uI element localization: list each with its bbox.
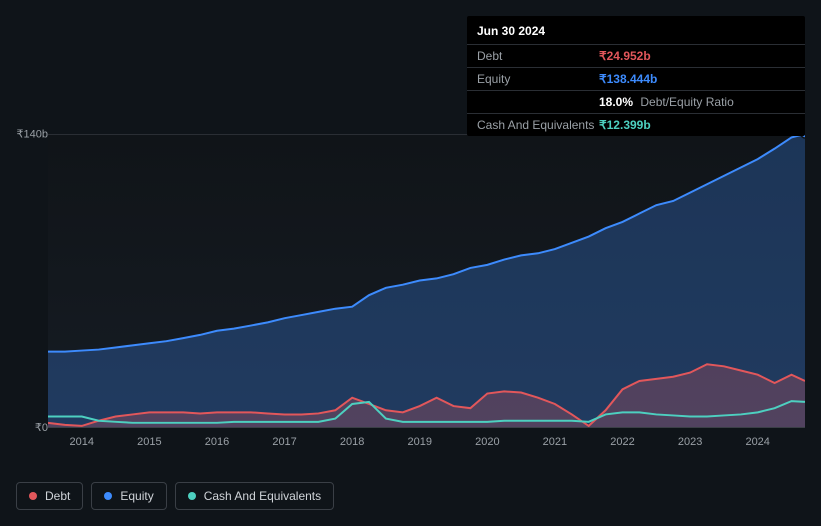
y-tick-label: ₹140b <box>17 128 48 141</box>
chart[interactable]: ₹140b ₹0 2014 2015 2016 2017 2018 2019 2020 202… <box>16 120 805 456</box>
x-tick-label: 2018 <box>340 436 364 448</box>
x-tick-label: 2023 <box>678 436 702 448</box>
legend-item-cash[interactable]: Cash And Equivalents <box>175 482 334 510</box>
x-tick-label: 2017 <box>272 436 296 448</box>
x-tick-label: 2021 <box>543 436 567 448</box>
tooltip-label: Equity <box>477 72 599 86</box>
y-axis-labels: ₹140b ₹0 <box>16 120 48 456</box>
x-tick-label: 2020 <box>475 436 499 448</box>
legend-label: Debt <box>45 489 70 503</box>
x-tick-label: 2015 <box>137 436 161 448</box>
legend-dot <box>29 492 37 500</box>
tooltip-value: ₹12.399b <box>599 118 651 132</box>
plot-area[interactable] <box>48 134 805 428</box>
tooltip-row-ratio: 18.0% Debt/Equity Ratio <box>467 90 805 113</box>
x-tick-label: 2016 <box>205 436 229 448</box>
tooltip-row-cash: Cash And Equivalents ₹12.399b <box>467 113 805 136</box>
x-axis-labels: 2014 2015 2016 2017 2018 2019 2020 2021 2022 2023… <box>48 432 805 456</box>
legend-label: Cash And Equivalents <box>204 489 321 503</box>
y-tick-label: ₹0 <box>35 421 48 434</box>
legend-label: Equity <box>120 489 153 503</box>
tooltip-label <box>477 95 599 109</box>
x-tick-label: 2024 <box>745 436 769 448</box>
legend-item-equity[interactable]: Equity <box>91 482 166 510</box>
legend-dot <box>188 492 196 500</box>
x-tick-label: 2022 <box>610 436 634 448</box>
tooltip-date: Jun 30 2024 <box>467 16 805 44</box>
x-tick-label: 2019 <box>407 436 431 448</box>
tooltip-label: Cash And Equivalents <box>477 118 599 132</box>
tooltip-value: ₹138.444b <box>599 72 657 86</box>
tooltip-label: Debt <box>477 49 599 63</box>
tooltip-value: ₹24.952b <box>599 49 651 63</box>
tooltip-value: 18.0% Debt/Equity Ratio <box>599 95 734 109</box>
hover-tooltip: Jun 30 2024 Debt ₹24.952b Equity ₹138.44… <box>467 16 805 136</box>
tooltip-row-debt: Debt ₹24.952b <box>467 44 805 67</box>
x-tick-label: 2014 <box>70 436 94 448</box>
legend: Debt Equity Cash And Equivalents <box>16 482 334 510</box>
legend-dot <box>104 492 112 500</box>
chart-svg <box>48 134 805 427</box>
tooltip-row-equity: Equity ₹138.444b <box>467 67 805 90</box>
legend-item-debt[interactable]: Debt <box>16 482 83 510</box>
